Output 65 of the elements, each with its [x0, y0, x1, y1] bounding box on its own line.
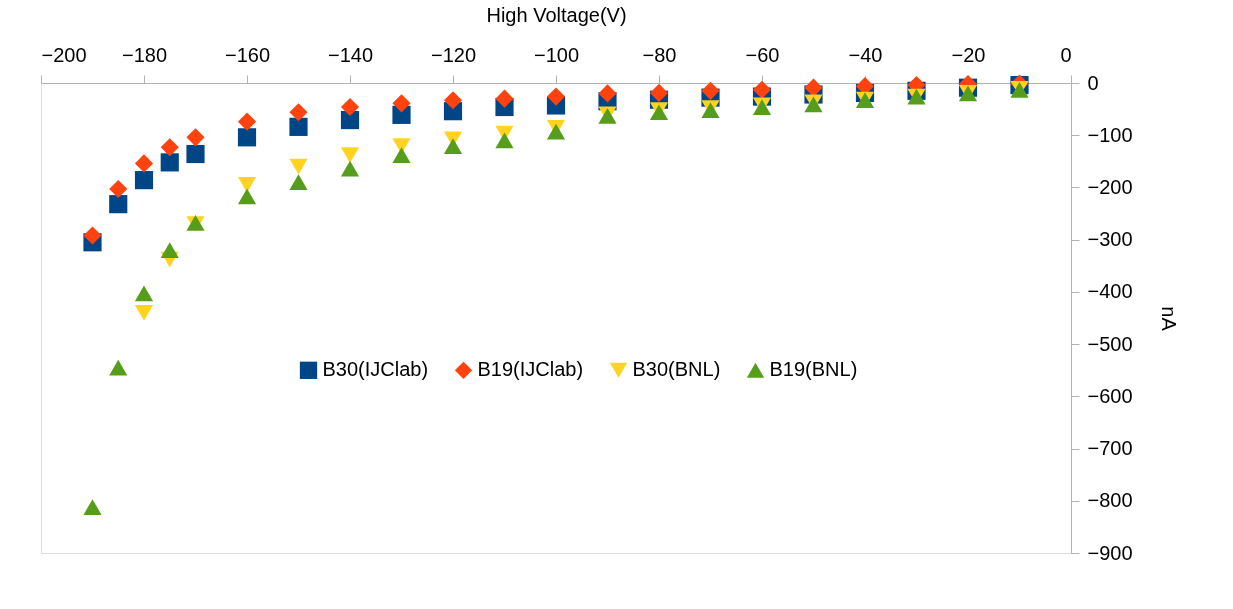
legend-label: B19(BNL): [769, 358, 858, 381]
y-tick-label: −500: [1087, 332, 1133, 355]
point: [804, 78, 823, 97]
x-tick-label: −140: [327, 43, 374, 66]
point: [109, 359, 128, 376]
point: [186, 128, 205, 147]
point: [701, 81, 720, 100]
x-tick-label: −80: [642, 43, 677, 66]
point: [83, 499, 102, 515]
point: [598, 84, 617, 103]
x-tick-label: −160: [224, 43, 271, 66]
point: [237, 176, 257, 193]
point: [340, 147, 360, 163]
y-tick-label: −800: [1087, 489, 1133, 512]
point: [109, 179, 128, 199]
x-tick-label: −40: [848, 43, 883, 66]
point: [443, 91, 463, 110]
point: [160, 242, 179, 258]
point: [289, 117, 308, 136]
point: [237, 112, 257, 131]
y-tick-label: −700: [1087, 437, 1133, 460]
point: [134, 171, 154, 190]
point: [495, 132, 514, 149]
y-tick-label: −200: [1087, 175, 1133, 198]
point: [289, 158, 308, 175]
legend-label: B19(IJClab): [477, 358, 584, 381]
y-tick-label: −400: [1087, 280, 1133, 303]
x-tick-label: −180: [121, 43, 168, 66]
point: [289, 103, 308, 122]
point: [237, 188, 257, 205]
y-tick-label: −100: [1087, 123, 1133, 146]
point: [340, 160, 360, 177]
point: [134, 285, 154, 302]
point: [186, 144, 205, 164]
point: [392, 94, 411, 113]
x-tick-label: −60: [745, 43, 780, 66]
point: [495, 89, 514, 108]
point: [546, 87, 566, 106]
x-tick-label: −100: [533, 43, 580, 66]
point: [160, 138, 179, 157]
point: [340, 97, 360, 117]
y-axis-title: nA: [1157, 306, 1180, 332]
point: [289, 174, 308, 191]
y-tick-label: −300: [1087, 228, 1133, 251]
x-tick-label: 0: [1060, 43, 1072, 66]
y-tick-label: 0: [1087, 71, 1099, 94]
point: [752, 80, 772, 99]
y-tick-label: −900: [1087, 541, 1133, 564]
point: [237, 128, 257, 147]
point: [109, 195, 128, 214]
point: [649, 83, 669, 103]
point: [392, 147, 411, 163]
point: [443, 138, 463, 155]
x-tick-label: −200: [41, 43, 87, 66]
legend-label: B30(IJClab): [322, 358, 429, 381]
x-tick-label: −20: [951, 43, 986, 66]
point: [160, 153, 179, 172]
point: [134, 154, 154, 173]
point: [546, 123, 566, 140]
x-tick-label: −120: [430, 43, 477, 66]
y-tick-label: −600: [1087, 384, 1133, 407]
point: [83, 226, 102, 245]
legend-label: B30(BNL): [632, 358, 721, 381]
x-axis-title: High Voltage(V): [486, 3, 627, 26]
point: [134, 304, 154, 321]
